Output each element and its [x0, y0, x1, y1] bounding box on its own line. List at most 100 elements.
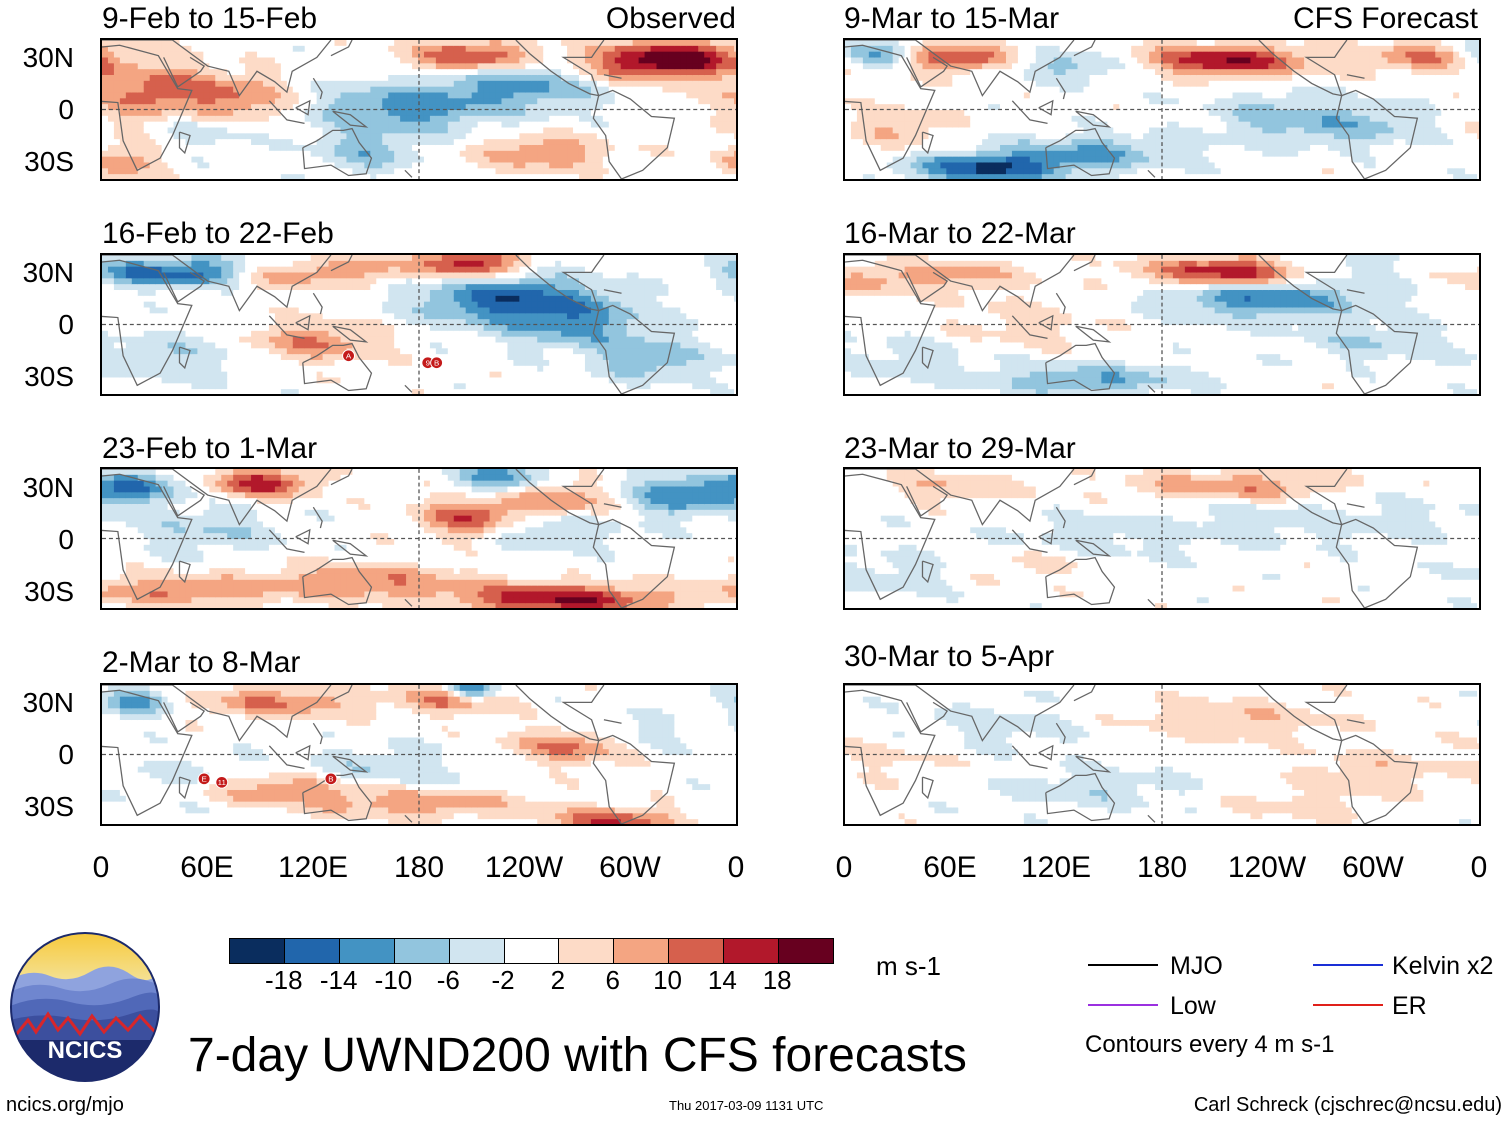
anomaly-cell: [125, 324, 133, 332]
anomaly-cell: [113, 104, 121, 111]
anomaly-cell: [626, 109, 634, 117]
anomaly-cell: [573, 115, 580, 123]
anomaly-cell: [251, 156, 258, 163]
anomaly-cell: [722, 133, 729, 140]
anomaly-cell: [638, 144, 646, 152]
anomaly-cell: [412, 69, 419, 76]
anomaly-cell: [239, 272, 246, 279]
anomaly-cell: [543, 359, 550, 367]
anomaly-cell: [668, 162, 675, 169]
anomaly-cell: [525, 174, 532, 179]
anomaly-cell: [680, 162, 687, 169]
anomaly-cell: [376, 319, 383, 326]
anomaly-cell: [292, 40, 300, 47]
anomaly-cell: [137, 69, 145, 76]
anomaly-cell: [394, 40, 401, 47]
anomaly-cell: [620, 162, 628, 169]
anomaly-cell: [549, 289, 556, 297]
anomaly-cell: [191, 121, 198, 128]
anomaly-cell: [352, 168, 359, 175]
anomaly-cell: [239, 266, 246, 273]
anomaly-cell: [513, 168, 520, 175]
anomaly-cell: [429, 40, 437, 47]
anomaly-cell: [495, 92, 502, 99]
anomaly-cell: [113, 45, 121, 53]
anomaly-cell: [644, 348, 652, 355]
anomaly-cell: [501, 365, 508, 373]
anomaly-cell: [549, 139, 556, 146]
anomaly-cell: [429, 109, 437, 117]
anomaly-cell: [298, 139, 306, 146]
anomaly-cell: [107, 104, 115, 111]
anomaly-cell: [310, 80, 318, 88]
anomaly-cell: [137, 295, 145, 303]
anomaly-cell: [573, 57, 580, 64]
anomaly-cell: [358, 139, 365, 146]
anomaly-cell: [292, 98, 300, 105]
anomaly-cell: [644, 156, 652, 163]
anomaly-cell: [531, 63, 538, 70]
anomaly-cell: [280, 371, 288, 378]
anomaly-cell: [525, 260, 532, 268]
anomaly-cell: [161, 80, 169, 88]
anomaly-cell: [429, 284, 437, 291]
anomaly-cell: [334, 174, 341, 179]
anomaly-cell: [722, 150, 729, 158]
anomaly-cell: [257, 57, 264, 64]
anomaly-cell: [531, 104, 538, 111]
anomaly-cell: [209, 260, 216, 268]
anomaly-cell: [692, 139, 699, 146]
anomaly-cell: [119, 104, 127, 111]
anomaly-cell: [537, 336, 544, 343]
anomaly-cell: [632, 57, 640, 64]
anomaly-cell: [382, 289, 389, 297]
anomaly-cell: [233, 115, 240, 123]
anomaly-cell: [155, 371, 163, 378]
anomaly-cell: [584, 330, 592, 338]
anomaly-cell: [704, 80, 711, 88]
anomaly-cell: [453, 174, 461, 179]
anomaly-cell: [716, 57, 723, 64]
anomaly-cell: [107, 150, 115, 158]
anomaly-cell: [352, 69, 359, 76]
anomaly-cell: [513, 324, 520, 332]
anomaly-cell: [197, 156, 204, 163]
anomaly-cell: [149, 319, 157, 326]
anomaly-cell: [614, 377, 622, 384]
anomaly-cell: [423, 74, 431, 82]
anomaly-cell: [358, 74, 365, 82]
anomaly-cell: [316, 80, 324, 88]
anomaly-cell: [608, 139, 616, 146]
anomaly-cell: [322, 156, 330, 163]
anomaly-cell: [262, 63, 270, 70]
anomaly-cell: [435, 289, 443, 297]
anomaly-cell: [221, 307, 228, 314]
anomaly-cell: [638, 313, 646, 320]
anomaly-cell: [227, 162, 234, 169]
anomaly-cell: [596, 45, 604, 53]
anomaly-cell: [262, 115, 270, 123]
anomaly-cell: [620, 144, 628, 152]
anomaly-cell: [215, 301, 222, 308]
anomaly-cell: [549, 319, 556, 326]
anomaly-cell: [429, 144, 437, 152]
anomaly-cell: [578, 342, 586, 349]
anomaly-cell: [471, 133, 479, 140]
anomaly-cell: [119, 63, 127, 70]
anomaly-cell: [382, 98, 389, 105]
anomaly-cell: [501, 342, 508, 349]
anomaly-cell: [125, 127, 133, 134]
anomaly-cell: [418, 115, 425, 123]
anomaly-cell: [656, 133, 663, 140]
anomaly-cell: [203, 162, 210, 169]
anomaly-cell: [179, 168, 186, 175]
anomaly-cell: [644, 86, 652, 93]
anomaly-cell: [477, 330, 485, 338]
anomaly-cell: [584, 127, 592, 134]
anomaly-cell: [292, 69, 300, 76]
anomaly-cell: [382, 383, 389, 390]
anomaly-cell: [227, 319, 234, 326]
anomaly-cell: [710, 127, 717, 134]
anomaly-cell: [239, 150, 246, 158]
anomaly-cell: [573, 365, 580, 373]
